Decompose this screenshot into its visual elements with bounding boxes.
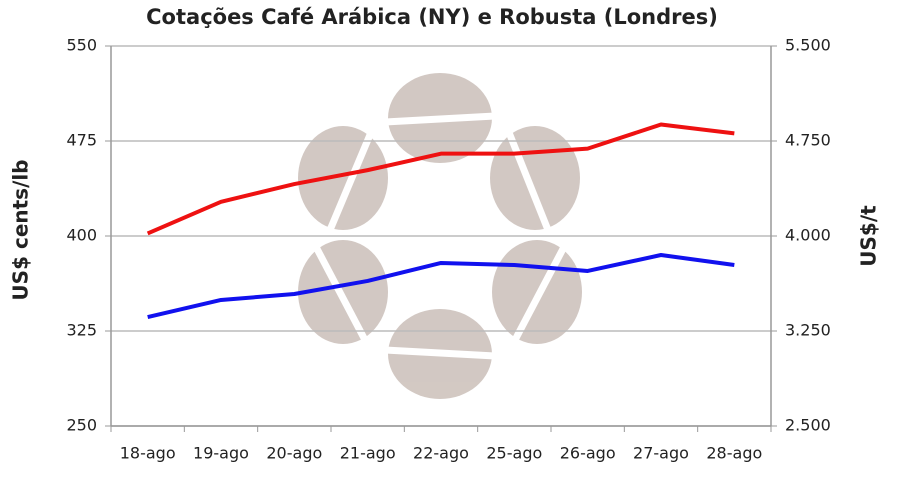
chart-title: Cotações Café Arábica (NY) e Robusta (Lo… <box>146 5 718 29</box>
y-tick-label: 400 <box>66 226 97 245</box>
series-line <box>147 253 735 320</box>
x-tick-label: 28-ago <box>706 444 762 463</box>
y2-tick-label: 5.500 <box>785 36 831 55</box>
y2-tick-label: 3.250 <box>785 321 831 340</box>
x-tick-label: 25-ago <box>486 444 542 463</box>
y2-axis-label: US$/t <box>857 205 881 267</box>
y2-tick-label: 4.750 <box>785 131 831 150</box>
x-tick-label: 18-ago <box>120 444 176 463</box>
x-tick-label: 21-ago <box>340 444 396 463</box>
y2-tick-label: 2.500 <box>785 416 831 435</box>
series-line <box>146 122 735 236</box>
x-tick-label: 19-ago <box>193 444 249 463</box>
y2-tick-label: 4.000 <box>785 226 831 245</box>
y-tick-label: 475 <box>66 131 97 150</box>
y-axis-label: US$ cents/lb <box>9 159 33 300</box>
x-tick-label: 22-ago <box>413 444 469 463</box>
x-tick-label: 27-ago <box>633 444 689 463</box>
x-tick-label: 20-ago <box>266 444 322 463</box>
x-tick-label: 26-ago <box>560 444 616 463</box>
y-tick-label: 250 <box>66 416 97 435</box>
y-tick-label: 325 <box>66 321 97 340</box>
y-tick-label: 550 <box>66 36 97 55</box>
